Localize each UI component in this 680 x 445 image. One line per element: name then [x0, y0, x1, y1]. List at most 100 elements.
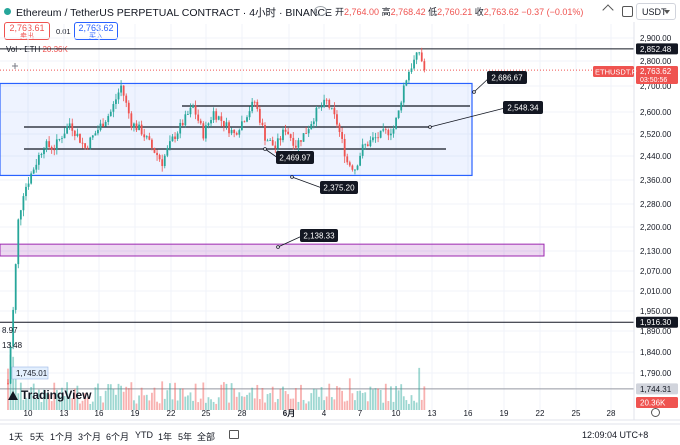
candle-body	[315, 107, 318, 122]
price-tag-volume-label: 20.36K	[640, 399, 666, 408]
calendar-icon[interactable]	[229, 430, 239, 439]
price-tick: 1,790.00	[640, 369, 672, 378]
tradingview-logo: TradingView	[8, 388, 91, 402]
volume-bar	[12, 356, 15, 410]
volume-bar	[71, 398, 74, 410]
timeframe-3[interactable]: 3个月	[78, 432, 102, 442]
volume-bar	[392, 401, 395, 410]
volume-bar	[294, 388, 297, 410]
volume-bar	[289, 398, 292, 410]
volume-bar	[266, 394, 269, 410]
candle-body	[217, 116, 220, 120]
price-tag-volume: 20.36K	[636, 397, 678, 408]
candle-body	[84, 143, 86, 148]
timeframe-0[interactable]: 1天	[9, 432, 24, 442]
candle-body	[153, 147, 156, 153]
volume-bar	[217, 397, 220, 410]
candle-body	[112, 103, 115, 112]
candle-body	[258, 108, 261, 123]
volume-bar	[325, 396, 328, 410]
volume-bar	[307, 401, 310, 410]
volume-bar	[161, 381, 164, 410]
volume-bar	[189, 392, 192, 410]
price-axis: 2,900.00 2,800.00 2,700.00 2,600.00 2,520.00…	[633, 22, 672, 420]
timeframe-5[interactable]: YTD	[135, 430, 153, 440]
volume-bar	[333, 399, 336, 410]
candle-body	[148, 136, 151, 140]
left-label-1: 13.48	[2, 341, 23, 350]
volume-bar	[384, 383, 387, 410]
time-tick: 28	[607, 409, 616, 418]
candle-body	[151, 139, 153, 148]
candle-body	[171, 136, 174, 142]
volume-bar	[73, 388, 76, 410]
timeframe-8[interactable]: 全部	[197, 432, 216, 442]
volume-bar	[397, 390, 400, 410]
candle-body	[253, 101, 256, 103]
volume-bar	[356, 391, 359, 410]
candle-body	[81, 142, 84, 144]
volume-bar	[151, 392, 153, 410]
candle-body	[163, 155, 166, 167]
volume-bar	[315, 389, 318, 410]
volume-bar	[115, 394, 117, 410]
candle-body	[423, 61, 426, 71]
price-tag-current-price: 2,763.62	[640, 67, 672, 76]
volume-bar	[163, 398, 166, 410]
timeframe-2[interactable]: 1个月	[50, 432, 74, 442]
price-tag-lower-level: 1,744.31	[636, 383, 678, 395]
volume-bar	[197, 402, 200, 410]
volume-bar	[86, 397, 89, 410]
candle-body	[318, 107, 320, 109]
buy-button[interactable]: 2,763.62 买入	[74, 22, 118, 40]
annotation-2: 2,469.97	[263, 147, 314, 164]
annotation-label: 2,375.20	[323, 184, 355, 193]
left-label-0: 8.97	[2, 326, 18, 335]
left-labels: 8.97 13.48 1,745.01	[2, 326, 49, 380]
candle-body	[256, 101, 259, 109]
maximize-icon[interactable]	[622, 6, 633, 17]
candle-body	[261, 122, 264, 126]
volume-bar	[50, 401, 53, 410]
timeframe-6[interactable]: 1年	[158, 432, 173, 442]
timeframe-1[interactable]: 5天	[30, 432, 45, 442]
candle-body	[181, 122, 184, 126]
candle-body	[202, 123, 205, 139]
candle-body	[210, 120, 212, 124]
volume-bar	[372, 389, 374, 410]
timeframe-7[interactable]: 5年	[178, 432, 193, 442]
gear-icon[interactable]	[651, 408, 660, 417]
candle-body	[145, 136, 148, 138]
candle-body	[382, 129, 385, 131]
candle-body	[228, 122, 230, 134]
annotation-anchor	[428, 125, 432, 129]
symbol-title[interactable]: Ethereum / TetherUS PERPETUAL CONTRACT ·…	[16, 7, 333, 19]
candle-body	[269, 140, 272, 141]
candle-body	[408, 71, 410, 81]
currency-select[interactable]: USDT	[636, 3, 676, 20]
candle-body	[7, 383, 9, 385]
volume-bar	[58, 396, 61, 410]
candle-body	[156, 152, 158, 156]
candle-body	[292, 137, 295, 146]
eye-icon[interactable]	[314, 6, 327, 16]
volume-bar	[107, 384, 110, 410]
price-tick: 2,070.00	[640, 267, 672, 276]
candle-body	[289, 134, 292, 138]
volume-bar	[104, 390, 107, 410]
volume-bar	[127, 388, 130, 410]
clock: 12:09:04 UTC+8	[582, 430, 649, 440]
volume-bar	[341, 390, 343, 410]
volume-bar	[361, 392, 364, 410]
candle-body	[374, 137, 377, 139]
candle-body	[19, 210, 22, 220]
candle-body	[287, 131, 290, 135]
price-tick: 2,700.00	[640, 82, 672, 91]
time-tick: 13	[60, 409, 69, 418]
sell-button[interactable]: 2,763.61 卖出	[4, 22, 50, 40]
volume-bar	[348, 378, 351, 410]
annotation-anchor	[276, 245, 280, 249]
ohlc-readout: 开2,764.00 高2,768.42 低2,760.21 收2,763.62 …	[335, 7, 584, 17]
timeframe-4[interactable]: 6个月	[106, 432, 130, 442]
